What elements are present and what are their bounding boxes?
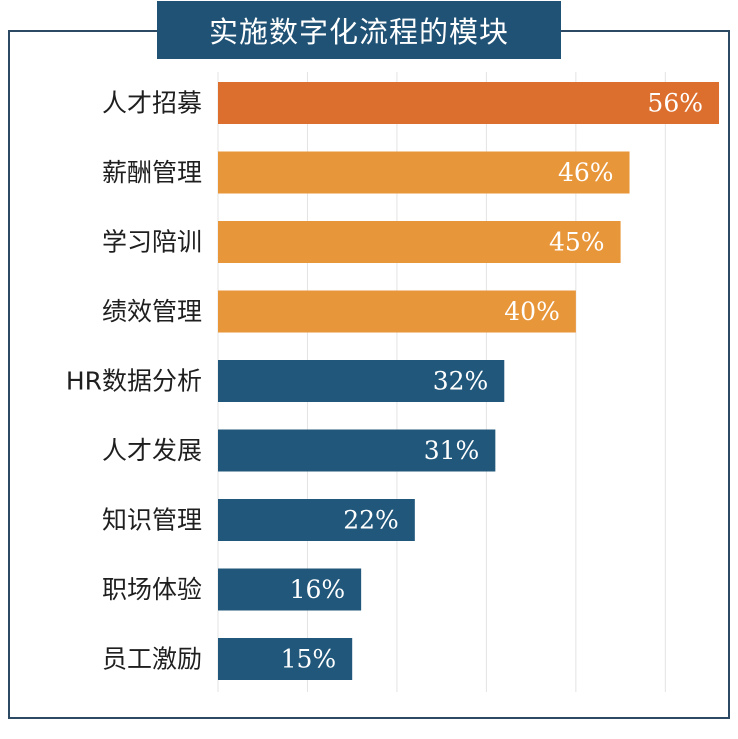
category-label: HR数据分析 (66, 367, 202, 396)
value-label: 40% (504, 297, 560, 326)
bar (218, 290, 576, 333)
category-label: 学习陪训 (102, 228, 202, 257)
value-label: 46% (558, 158, 614, 187)
value-label: 15% (281, 645, 337, 674)
category-label: 职场体验 (102, 575, 202, 604)
bar (218, 568, 362, 611)
bar (218, 82, 719, 124)
category-label: 人才发展 (102, 436, 202, 465)
bar (218, 638, 353, 680)
value-label: 16% (290, 575, 346, 604)
category-label: 知识管理 (102, 506, 202, 535)
value-label: 32% (433, 367, 489, 396)
bar (218, 360, 505, 402)
value-label: 22% (343, 506, 399, 535)
value-label: 45% (549, 228, 605, 257)
bars (218, 82, 719, 680)
bar (218, 151, 630, 194)
bar (218, 429, 496, 472)
value-label: 31% (424, 436, 480, 465)
value-label: 56% (647, 89, 703, 118)
category-label: 人才招募 (102, 89, 202, 118)
category-label: 薪酬管理 (102, 158, 202, 187)
chart-title: 实施数字化流程的模块 (157, 1, 561, 59)
chart-title-text: 实施数字化流程的模块 (208, 15, 509, 49)
value-labels: 56% 46% 45% 40% 32% 31% 22% 16% 15% (281, 89, 703, 674)
category-label: 员工激励 (102, 645, 202, 674)
bar (218, 221, 621, 263)
category-label: 绩效管理 (102, 297, 202, 326)
bar (218, 499, 415, 541)
